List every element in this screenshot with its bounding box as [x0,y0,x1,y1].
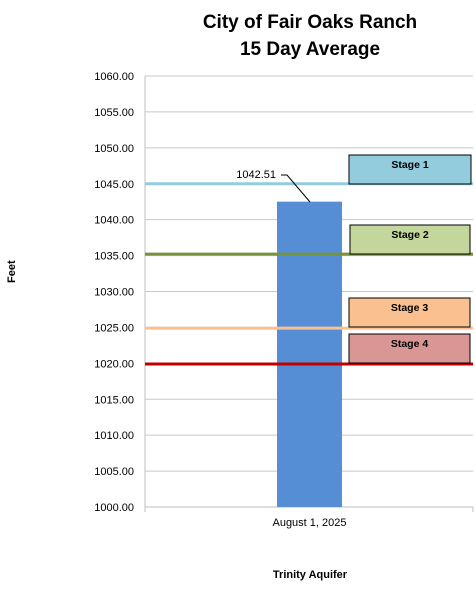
stage-label-box-2 [349,224,471,255]
y-tick-label: 1060.00 [94,71,134,83]
data-label: 1042.51 [236,169,276,181]
stage-label-2: Stage 2 [391,229,429,241]
y-tick-label: 1025.00 [94,322,134,334]
y-tick-label: 1020.00 [94,358,134,370]
y-tick-label: 1055.00 [94,107,134,119]
stage-label-box-3 [348,297,471,328]
bar-0 [277,201,342,507]
stage-label-3: Stage 3 [391,302,429,314]
y-tick-label: 1000.00 [94,502,134,514]
y-tick-label: 1010.00 [94,430,134,442]
chart-title-line-1: City of Fair Oaks Ranch [202,12,418,33]
x-tick-label: August 1, 2025 [272,517,346,529]
y-tick-label: 1030.00 [94,287,134,299]
y-tick-label: 1045.00 [94,179,134,191]
chart-title-line-2: 15 Day Average [239,39,381,60]
y-tick-label: 1040.00 [94,215,134,227]
y-tick-label: 1035.00 [94,251,134,263]
y-tick-label: 1050.00 [94,143,134,155]
stage-label-box-1 [348,154,472,185]
stage-label-1: Stage 1 [391,159,429,171]
y-tick-label: 1005.00 [94,466,134,478]
y-tick-label: 1015.00 [94,394,134,406]
stage-label-4: Stage 4 [391,338,429,350]
data-label-leader [281,174,311,203]
stage-label-box-4 [348,333,471,364]
x-axis-label: Trinity Aquifer [272,569,348,581]
